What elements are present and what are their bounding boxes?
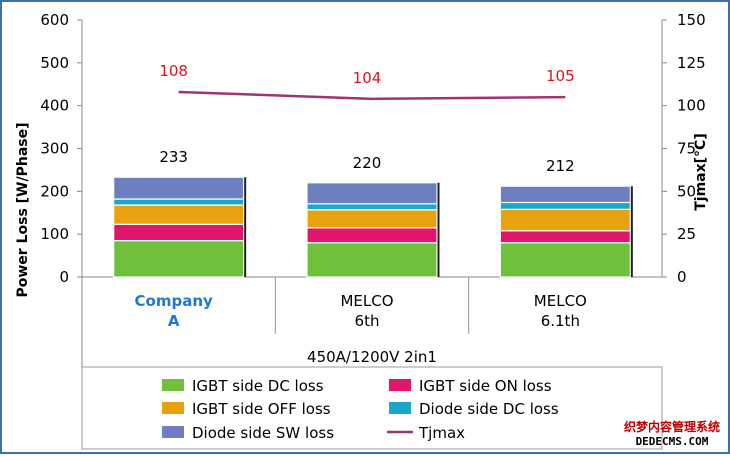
y-tick-label: 100 (40, 225, 69, 243)
y2-tick-label: 100 (677, 97, 706, 115)
y-axis-label: Power Loss [W/Phase] (15, 122, 31, 297)
y-ticks-left: 0 100 200 300 400 500 600 (40, 11, 82, 286)
bar-total-label: 220 (353, 154, 382, 172)
legend-label: IGBT side ON loss (419, 377, 552, 395)
group-label: 450A/1200V 2in1 (307, 348, 437, 366)
bar-segment (306, 242, 438, 278)
y-tick-label: 600 (40, 11, 69, 29)
bar-segment (113, 204, 245, 225)
legend-box (81, 366, 663, 450)
bar-segment (499, 230, 631, 244)
y-tick-label: 0 (59, 268, 69, 286)
y2-tick-label: 25 (677, 225, 696, 243)
legend-label: Tjmax (418, 424, 465, 442)
bar-segment (499, 208, 631, 232)
y2-tick-label: 75 (677, 140, 696, 158)
bar-segment (499, 201, 631, 210)
legend: IGBT side DC loss IGBT side ON loss IGBT s… (162, 377, 559, 442)
category-label: MELCO (340, 292, 393, 310)
y2-axis-label: Tjmax[°C] (693, 133, 709, 211)
bar-segment (499, 242, 631, 278)
tjmax-label: 104 (353, 69, 382, 87)
y-tick-label: 400 (40, 97, 69, 115)
legend-swatch (389, 379, 411, 391)
category-label: 6th (355, 312, 380, 330)
bar-segment (306, 203, 438, 211)
watermark-line2: DEDECMS.COM (636, 435, 709, 448)
bar-segment (113, 223, 245, 242)
y-tick-label: 200 (40, 182, 69, 200)
legend-label: IGBT side DC loss (192, 377, 324, 395)
bars (113, 176, 633, 278)
category-label: MELCO (534, 292, 587, 310)
y2-tick-label: 50 (677, 182, 696, 200)
watermark-line1: 织梦内容管理系统 (624, 419, 720, 434)
tjmax-label: 105 (546, 67, 575, 85)
bar-total-label: 212 (546, 157, 575, 175)
bar-segment (113, 198, 245, 206)
tjmax-line-group: 108 104 105 (159, 62, 575, 101)
legend-swatch (389, 402, 411, 414)
bar-total-label: 233 (159, 148, 188, 166)
bar-segment (499, 185, 631, 204)
legend-label: Diode side SW loss (192, 424, 334, 442)
bar-totals: 233 220 212 (159, 148, 574, 175)
y-tick-label: 300 (40, 140, 69, 158)
tjmax-line (178, 90, 566, 101)
category-label: Company (135, 292, 213, 310)
category-label: 6.1th (541, 312, 580, 330)
legend-label: Diode side DC loss (419, 400, 559, 418)
y-tick-label: 500 (40, 54, 69, 72)
bar-segment (113, 239, 245, 278)
legend-swatch (162, 426, 184, 438)
y2-tick-label: 150 (677, 11, 706, 29)
bar-segment (306, 209, 438, 229)
bar-segment (306, 182, 438, 205)
category-labels: Company A MELCO 6th MELCO 6.1th (135, 292, 587, 330)
category-label: A (168, 312, 180, 330)
legend-swatch (162, 379, 184, 391)
category-separators (274, 277, 470, 334)
legend-swatch (162, 402, 184, 414)
bar-segment (113, 176, 245, 200)
bar-segment (306, 227, 438, 244)
y-ticks-right: 0 25 50 75 100 125 150 (662, 11, 706, 286)
legend-label: IGBT side OFF loss (192, 400, 331, 418)
y2-tick-label: 0 (677, 268, 687, 286)
y2-tick-label: 125 (677, 54, 706, 72)
tjmax-label: 108 (159, 62, 188, 80)
